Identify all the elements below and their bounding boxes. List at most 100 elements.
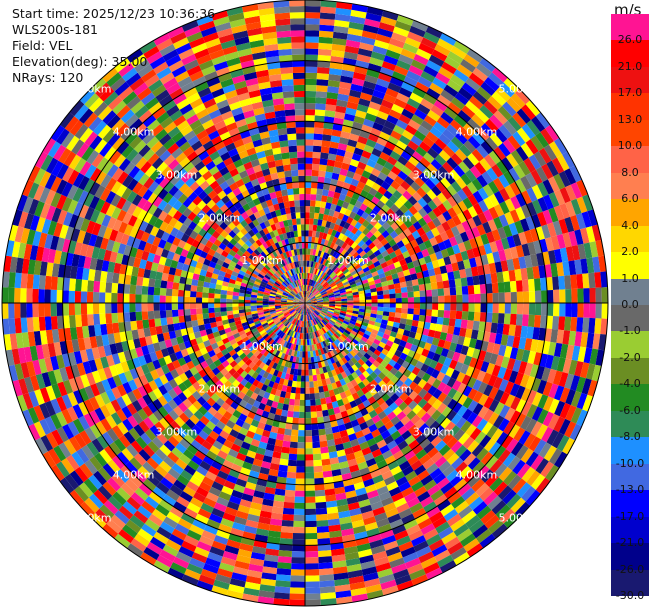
range-gate <box>308 292 312 298</box>
range-gate <box>489 459 503 474</box>
range-gate <box>359 92 373 102</box>
range-gate <box>521 349 531 363</box>
range-gate <box>305 303 311 306</box>
range-gate <box>305 290 307 297</box>
range-gate <box>434 154 447 166</box>
range-gate <box>421 372 431 383</box>
range-gate <box>358 373 367 382</box>
range-gate <box>305 303 310 308</box>
range-gate <box>380 430 391 440</box>
range-gate <box>329 271 335 278</box>
range-gate <box>387 425 398 436</box>
range-gate <box>550 328 559 343</box>
range-gate <box>432 303 439 310</box>
range-gate <box>503 170 515 185</box>
range-gate <box>336 1 353 10</box>
range-gate <box>472 461 486 475</box>
range-gate <box>531 392 543 407</box>
range-gate <box>319 354 324 362</box>
range-gate <box>305 297 309 303</box>
range-gate <box>426 87 441 100</box>
range-gate <box>463 53 480 68</box>
range-gate <box>525 216 536 230</box>
range-gate <box>318 367 324 375</box>
range-gate <box>499 201 510 215</box>
range-gate <box>502 270 510 283</box>
range-gate <box>341 214 350 223</box>
range-gate <box>346 275 354 281</box>
range-gate <box>558 418 571 436</box>
range-gate <box>569 423 582 441</box>
range-gate <box>507 474 522 490</box>
range-gate <box>398 365 407 375</box>
range-gate <box>519 218 530 232</box>
range-gate <box>50 316 58 330</box>
range-gate <box>319 244 324 252</box>
range-gate <box>337 424 347 432</box>
range-gate <box>342 156 352 165</box>
range-gate <box>442 395 453 407</box>
range-gate <box>376 253 384 261</box>
range-gate <box>329 319 336 325</box>
range-gate <box>347 95 360 104</box>
range-gate <box>354 430 365 439</box>
range-gate <box>335 304 342 307</box>
range-gate <box>111 303 118 314</box>
range-gate <box>425 309 433 317</box>
range-gate <box>323 183 331 191</box>
range-gate <box>484 76 500 92</box>
range-gate <box>449 474 464 487</box>
range-gate <box>391 524 407 535</box>
range-gate <box>308 293 314 299</box>
range-gate <box>32 288 39 303</box>
range-gate <box>399 392 409 402</box>
range-gate <box>177 303 184 310</box>
range-gate <box>308 236 312 243</box>
range-gate <box>380 181 391 191</box>
range-gate <box>148 318 156 328</box>
range-gate <box>373 338 381 346</box>
range-gate <box>394 208 405 218</box>
range-gate <box>382 333 390 340</box>
range-gate <box>342 331 350 338</box>
range-gate <box>363 80 377 90</box>
range-gate <box>454 444 468 458</box>
range-gate <box>443 238 453 249</box>
range-gate <box>472 524 489 539</box>
range-gate <box>377 380 387 389</box>
range-gate <box>401 292 408 298</box>
range-gate <box>484 273 492 284</box>
range-gate <box>524 338 533 351</box>
range-gate <box>377 225 387 235</box>
range-gate <box>305 551 319 558</box>
range-gate <box>586 332 595 349</box>
range-gate <box>488 193 500 207</box>
range-gate <box>450 369 461 381</box>
range-gate <box>379 66 395 77</box>
range-gate <box>480 303 487 313</box>
range-gate <box>545 124 560 142</box>
range-gate <box>309 306 316 311</box>
range-gate <box>334 293 341 297</box>
range-gate <box>516 482 532 498</box>
range-gate <box>325 286 332 291</box>
range-gate <box>391 563 408 574</box>
range-gate <box>480 123 495 137</box>
range-gate <box>312 274 316 281</box>
range-gate <box>376 517 390 528</box>
range-gate <box>377 186 387 196</box>
range-gate <box>322 189 329 197</box>
range-gate <box>369 218 378 227</box>
range-gate <box>345 452 356 462</box>
range-gate <box>305 557 319 564</box>
range-gate <box>422 402 433 413</box>
range-gate <box>402 405 413 416</box>
range-gate <box>362 413 372 422</box>
range-gate <box>316 79 329 87</box>
range-gate <box>394 20 412 32</box>
range-gate <box>387 135 399 146</box>
range-gate <box>321 220 327 227</box>
range-gate <box>423 528 439 541</box>
range-gate <box>332 243 339 251</box>
range-gate <box>548 398 560 414</box>
